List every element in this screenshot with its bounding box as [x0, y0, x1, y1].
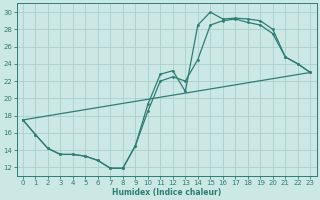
X-axis label: Humidex (Indice chaleur): Humidex (Indice chaleur) — [112, 188, 221, 197]
